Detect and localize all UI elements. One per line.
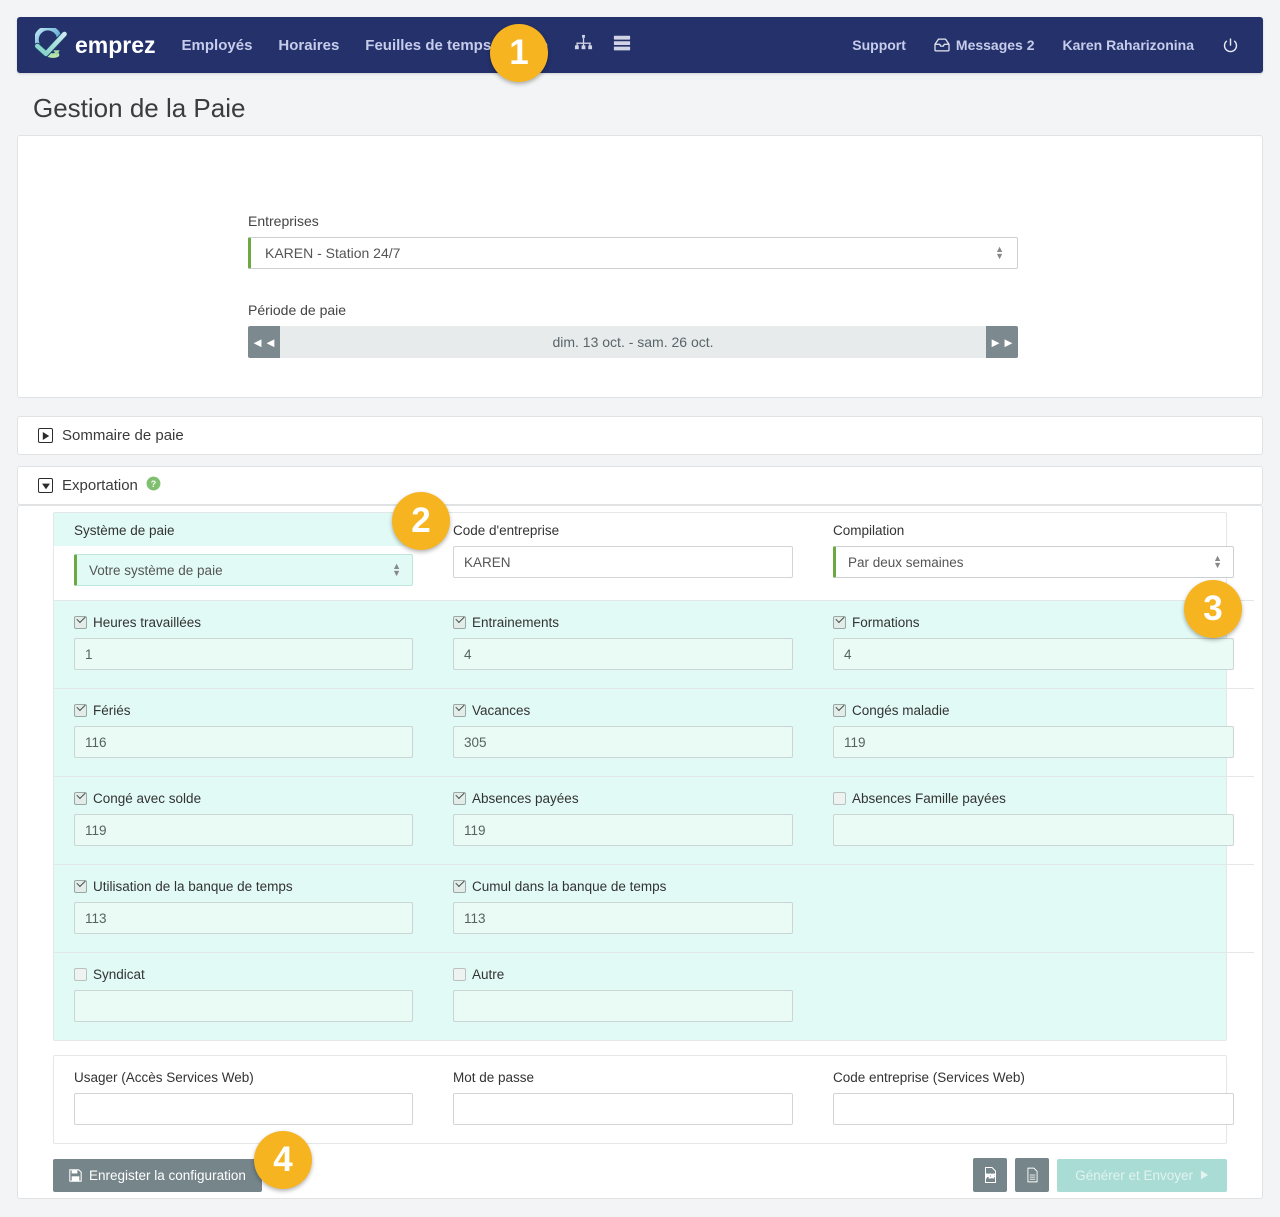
svg-text:PDF: PDF — [985, 1174, 996, 1180]
svg-text:?: ? — [151, 479, 156, 489]
